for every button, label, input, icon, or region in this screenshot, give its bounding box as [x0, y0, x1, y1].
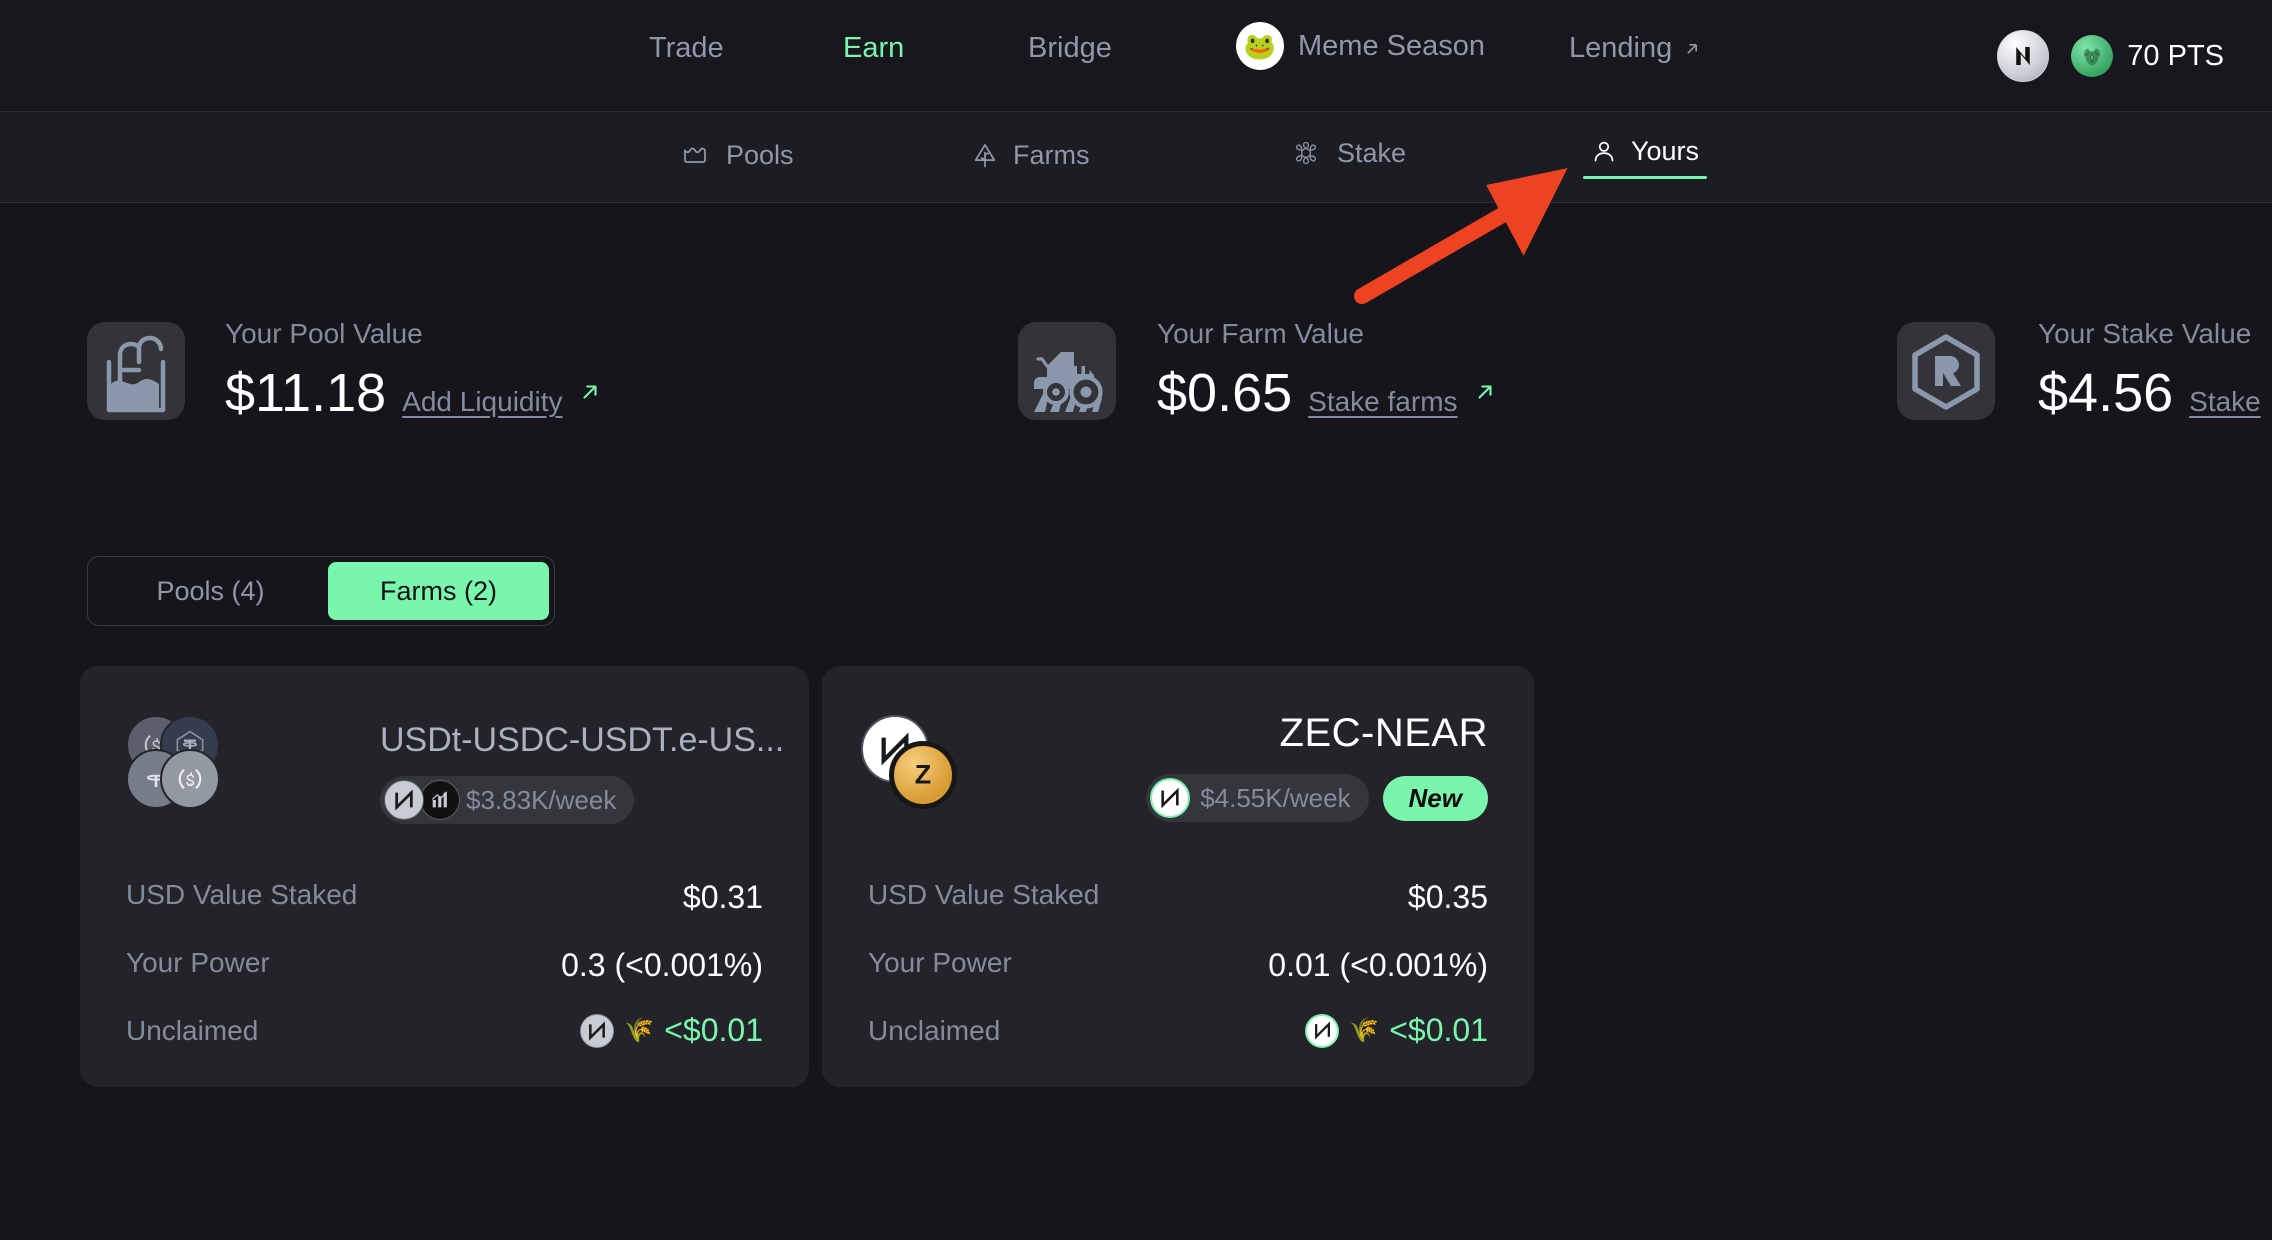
svg-text:Z: Z	[915, 760, 931, 790]
